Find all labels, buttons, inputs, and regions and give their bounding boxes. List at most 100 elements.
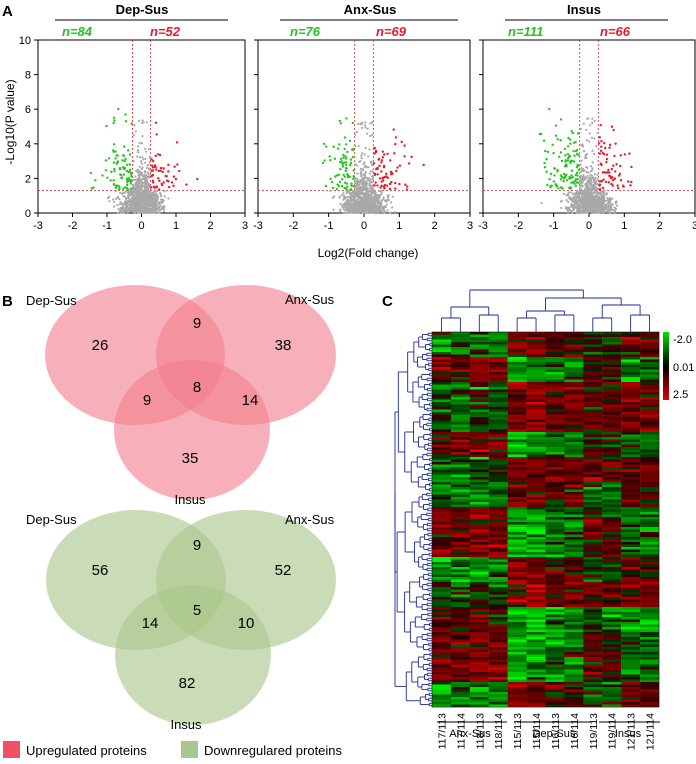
point-nonsignificant — [144, 179, 147, 182]
heatmap-cell — [545, 504, 565, 508]
point-nonsignificant — [592, 202, 596, 205]
heatmap-cell — [488, 624, 508, 628]
heatmap-cell — [545, 622, 565, 625]
point-upregulated — [615, 163, 618, 166]
point-nonsignificant — [136, 180, 139, 184]
heatmap-cell — [450, 492, 470, 495]
point-nonsignificant — [575, 211, 579, 214]
heatmap-cell — [469, 657, 489, 660]
point-downregulated — [349, 158, 353, 161]
point-downregulated — [344, 161, 348, 164]
point-nonsignificant — [593, 137, 596, 140]
point-nonsignificant — [373, 202, 376, 206]
point-nonsignificant — [587, 177, 590, 180]
heatmap-cell — [545, 592, 565, 595]
heatmap-cell — [621, 347, 641, 350]
point-downregulated — [129, 187, 133, 190]
point-nonsignificant — [586, 174, 589, 178]
heatmap-cell — [507, 527, 527, 530]
heatmap-cell — [602, 509, 622, 513]
heatmap-cell — [432, 504, 452, 508]
heatmap-cell — [432, 474, 452, 478]
point-downregulated — [576, 178, 579, 181]
heatmap-cell — [640, 632, 660, 635]
heatmap-cell — [602, 622, 622, 625]
heatmap-cell — [488, 499, 508, 503]
heatmap-cell — [621, 452, 641, 455]
heatmap-cell — [602, 547, 622, 550]
point-nonsignificant — [371, 185, 375, 189]
point-upregulated — [617, 186, 620, 190]
heatmap-cell — [450, 432, 470, 435]
heatmap-cell — [621, 612, 641, 615]
heatmap-cell — [564, 599, 584, 603]
heatmap-cell — [545, 479, 565, 483]
heatmap-cell — [469, 489, 489, 493]
heatmap-cell — [469, 552, 489, 555]
heatmap-cell — [621, 412, 641, 415]
point-nonsignificant — [576, 189, 579, 192]
heatmap-cell — [564, 609, 584, 613]
heatmap-cell — [469, 614, 489, 618]
heatmap-cell — [545, 359, 565, 363]
heatmap-cell — [564, 344, 584, 348]
heatmap-cell — [526, 504, 546, 508]
heatmap-cell — [469, 619, 489, 623]
point-nonsignificant — [149, 200, 153, 203]
heatmap-cell — [564, 639, 584, 643]
heatmap-cell — [507, 637, 527, 640]
heatmap-cell — [602, 454, 622, 458]
heatmap-cell — [640, 619, 660, 623]
heatmap-cell — [526, 644, 546, 648]
point-nonsignificant — [609, 199, 612, 202]
heatmap-cell — [602, 537, 622, 540]
heatmap-cell — [621, 379, 641, 383]
point-downregulated — [575, 149, 579, 152]
heatmap-cell — [432, 457, 452, 460]
heatmap-cell — [621, 464, 641, 468]
heatmap-cell — [545, 459, 565, 463]
heatmap-cell — [469, 424, 489, 428]
heatmap-cell — [450, 402, 470, 405]
heatmap-cell — [564, 579, 584, 583]
point-upregulated — [178, 169, 181, 173]
heatmap-cell — [583, 452, 603, 455]
point-nonsignificant — [131, 196, 134, 199]
point-downregulated — [548, 178, 551, 181]
point-nonsignificant — [148, 205, 151, 208]
heatmap-cell — [640, 614, 660, 618]
point-nonsignificant — [135, 169, 138, 173]
heatmap-cell — [621, 462, 641, 465]
point-nonsignificant — [581, 181, 584, 184]
point-nonsignificant — [579, 174, 582, 178]
heatmap-cell — [488, 507, 508, 510]
heatmap-cell — [583, 389, 603, 393]
point-downregulated — [114, 157, 117, 160]
point-downregulated — [126, 180, 129, 184]
point-downregulated — [338, 119, 341, 123]
heatmap-cell — [432, 344, 452, 348]
point-nonsignificant — [359, 122, 362, 125]
point-downregulated — [124, 113, 127, 116]
point-nonsignificant — [354, 189, 357, 193]
point-nonsignificant — [139, 200, 142, 204]
point-downregulated — [119, 174, 123, 177]
heatmap-cell — [602, 529, 622, 533]
heatmap-cell — [526, 582, 546, 585]
point-nonsignificant — [591, 121, 594, 124]
heatmap-cell — [469, 534, 489, 538]
point-nonsignificant — [354, 163, 357, 166]
heatmap-cell — [640, 487, 660, 490]
point-downregulated — [348, 139, 352, 143]
heatmap-cell — [432, 582, 452, 585]
heatmap-cell — [432, 519, 452, 523]
heatmap-cell — [602, 352, 622, 355]
heatmap-cell — [640, 382, 660, 385]
heatmap-cell — [469, 607, 489, 610]
heatmap-cell — [526, 494, 546, 498]
heatmap-cell — [469, 479, 489, 483]
point-upregulated — [394, 136, 398, 139]
heatmap-cell — [640, 344, 660, 348]
point-upregulated — [157, 177, 160, 180]
heatmap-cell — [432, 659, 452, 663]
